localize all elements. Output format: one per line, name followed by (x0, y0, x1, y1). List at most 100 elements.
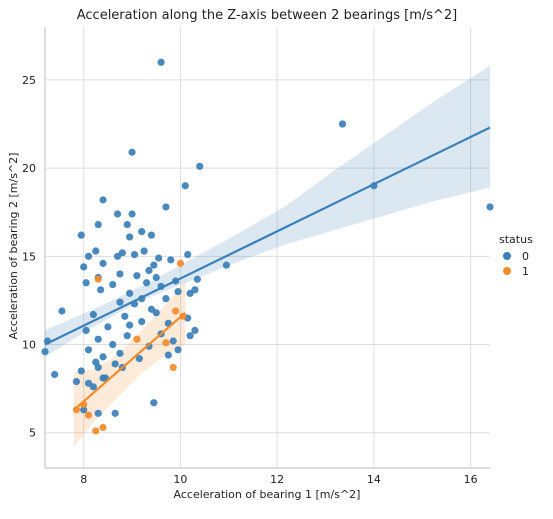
data-point-status-1 (162, 339, 170, 347)
y-axis-label: Acceleration of bearing 2 [m/s^2] (7, 153, 20, 340)
y-tick-label: 25 (22, 74, 36, 87)
data-point-status-0 (97, 286, 105, 294)
data-point-status-0 (145, 342, 153, 350)
data-point-status-0 (126, 233, 134, 241)
data-point-status-0 (174, 288, 182, 296)
data-point-status-0 (77, 231, 85, 239)
legend-marker-1 (503, 267, 511, 275)
data-point-status-0 (138, 317, 146, 326)
data-point-status-0 (162, 295, 170, 303)
data-point-status-0 (140, 247, 148, 255)
grid (44, 27, 490, 469)
data-point-status-0 (121, 312, 129, 320)
data-point-status-0 (181, 182, 189, 190)
data-point-status-0 (123, 332, 131, 340)
legend-label-1: 1 (522, 265, 529, 278)
data-point-status-0 (82, 279, 90, 287)
data-point-status-0 (80, 406, 88, 414)
data-point-status-1 (94, 275, 102, 283)
data-point-status-0 (94, 335, 102, 343)
y-tick-label: 20 (22, 162, 36, 175)
data-point-status-0 (186, 289, 194, 297)
data-point-status-0 (41, 347, 49, 356)
data-point-status-0 (128, 148, 136, 156)
data-point-status-0 (130, 250, 139, 259)
data-point-status-0 (94, 409, 102, 417)
legend-title: status (499, 233, 533, 246)
data-point-status-0 (72, 377, 81, 386)
confidence-bands (45, 65, 490, 447)
data-point-status-0 (89, 310, 97, 319)
data-point-status-0 (145, 266, 153, 275)
data-point-status-0 (113, 210, 122, 218)
data-point-status-0 (84, 346, 93, 354)
data-point-status-0 (167, 256, 175, 264)
data-point-status-0 (155, 254, 163, 262)
data-point-status-0 (142, 279, 151, 287)
confidence-band-1 (74, 281, 186, 447)
data-point-status-0 (104, 323, 112, 331)
data-point-status-0 (116, 270, 124, 278)
data-point-status-0 (89, 383, 97, 391)
x-tick-label: 8 (80, 473, 87, 486)
y-tick-label: 15 (22, 250, 36, 263)
data-point-status-1 (92, 427, 100, 435)
data-point-status-0 (150, 399, 158, 407)
regression-line-1 (73, 311, 186, 411)
data-point-status-0 (186, 332, 194, 340)
x-tick-label: 12 (270, 473, 284, 486)
data-point-status-0 (193, 275, 201, 283)
legend-marker-0 (503, 252, 511, 260)
legend: status 0 1 (499, 233, 533, 278)
data-point-status-0 (196, 162, 204, 170)
data-point-status-0 (162, 203, 170, 211)
data-point-status-0 (164, 351, 172, 359)
data-point-status-0 (99, 353, 107, 361)
data-point-status-1 (169, 363, 177, 372)
data-point-status-1 (99, 423, 107, 432)
x-tick-label: 14 (367, 473, 381, 486)
regression-line-0 (44, 126, 491, 346)
data-point-status-0 (99, 259, 107, 267)
data-point-status-0 (338, 120, 347, 128)
y-tick-label: 10 (22, 339, 36, 352)
x-tick-label: 10 (173, 473, 187, 486)
data-point-status-0 (109, 280, 117, 289)
y-tick-label: 5 (29, 427, 36, 440)
data-point-status-0 (80, 263, 88, 271)
data-point-status-0 (486, 203, 494, 211)
data-point-status-0 (135, 355, 143, 363)
data-point-status-0 (123, 220, 131, 229)
data-point-status-0 (184, 250, 192, 259)
data-point-status-0 (157, 58, 165, 66)
data-point-status-0 (133, 272, 141, 280)
data-point-status-0 (152, 273, 160, 282)
data-point-status-0 (118, 249, 126, 257)
data-point-status-0 (84, 252, 93, 260)
data-point-status-0 (77, 367, 85, 375)
data-point-status-0 (94, 363, 102, 372)
data-point-status-0 (94, 220, 102, 229)
data-point-status-0 (174, 346, 182, 354)
data-point-status-0 (116, 349, 124, 357)
data-point-status-0 (152, 309, 160, 317)
data-point-status-1 (176, 259, 185, 267)
x-tick-label: 16 (464, 473, 478, 486)
data-point-status-0 (58, 307, 66, 315)
confidence-band-0 (45, 65, 490, 357)
data-point-status-0 (111, 360, 119, 368)
data-point-status-0 (51, 370, 59, 379)
data-point-status-0 (111, 409, 119, 417)
x-axis-label: Acceleration of bearing 1 [m/s^2] (174, 488, 361, 501)
data-point-status-0 (109, 340, 117, 349)
data-point-status-0 (191, 326, 199, 335)
data-point-status-0 (138, 228, 146, 236)
data-point-status-0 (147, 231, 156, 239)
data-point-status-0 (99, 196, 107, 204)
legend-label-0: 0 (522, 250, 529, 263)
data-point-status-0 (150, 261, 158, 269)
ticks: 8 10 12 14 16 5 10 15 20 25 (22, 74, 478, 486)
regression-lines (44, 126, 491, 411)
data-point-status-0 (126, 321, 134, 329)
